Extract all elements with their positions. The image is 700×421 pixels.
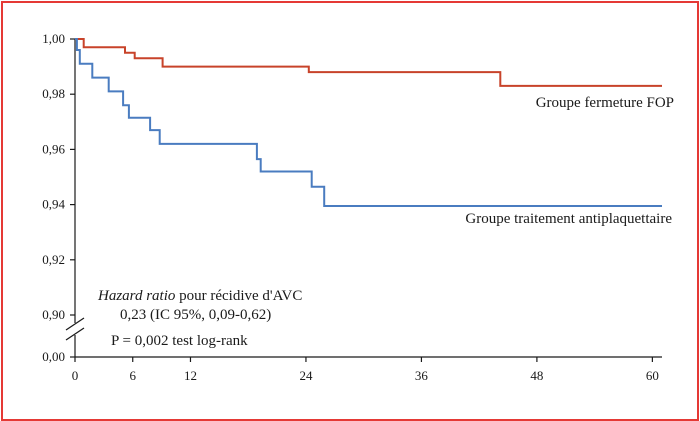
- kaplan-meier-chart: 0,90 0,92 0,94 0,96 0,98 1,00 0,00 0 6 12 24 36 48 6…: [42, 31, 674, 383]
- y-tick-label: 1,00: [42, 31, 65, 46]
- y-tick-label: 0,92: [42, 252, 65, 267]
- hazard-ratio-text: pour récidive d'AVC: [175, 288, 302, 304]
- series-line-antiplaquettaire: [75, 38, 662, 207]
- series-label-fop: Groupe fermeture FOP: [536, 95, 674, 111]
- series-label-antiplaquettaire: Groupe traitement antiplaquettaire: [465, 211, 672, 227]
- y-tick-label: 0,90: [42, 307, 65, 322]
- x-tick-label: 48: [530, 368, 543, 383]
- x-tick-label: 0: [72, 368, 79, 383]
- y-axis-break-mark: [65, 327, 85, 341]
- series-lines: [75, 38, 662, 207]
- y-tick-label: 0,96: [42, 141, 65, 156]
- x-axis-ticks: 0 6 12 24 36 48 60: [72, 357, 659, 383]
- series-line-fop: [75, 38, 662, 87]
- axes: [65, 39, 662, 358]
- y-tick-label: 0,00: [42, 349, 65, 364]
- hazard-ratio-annotation: Hazard ratio pour récidive d'AVC: [97, 288, 302, 304]
- confidence-interval-annotation: 0,23 (IC 95%, 0,09-0,62): [120, 307, 271, 323]
- y-tick-label: 0,94: [42, 197, 65, 212]
- x-tick-label: 12: [184, 368, 197, 383]
- hazard-ratio-italic: Hazard ratio: [97, 288, 176, 304]
- x-tick-label: 60: [646, 368, 659, 383]
- y-axis-ticks: 0,90 0,92 0,94 0,96 0,98 1,00 0,00: [42, 31, 75, 364]
- p-value-annotation: P = 0,002 test log-rank: [111, 333, 248, 349]
- y-axis-break-mark: [65, 317, 85, 331]
- x-tick-label: 24: [299, 368, 313, 383]
- y-tick-label: 0,98: [42, 86, 65, 101]
- x-tick-label: 6: [129, 368, 136, 383]
- x-tick-label: 36: [415, 368, 429, 383]
